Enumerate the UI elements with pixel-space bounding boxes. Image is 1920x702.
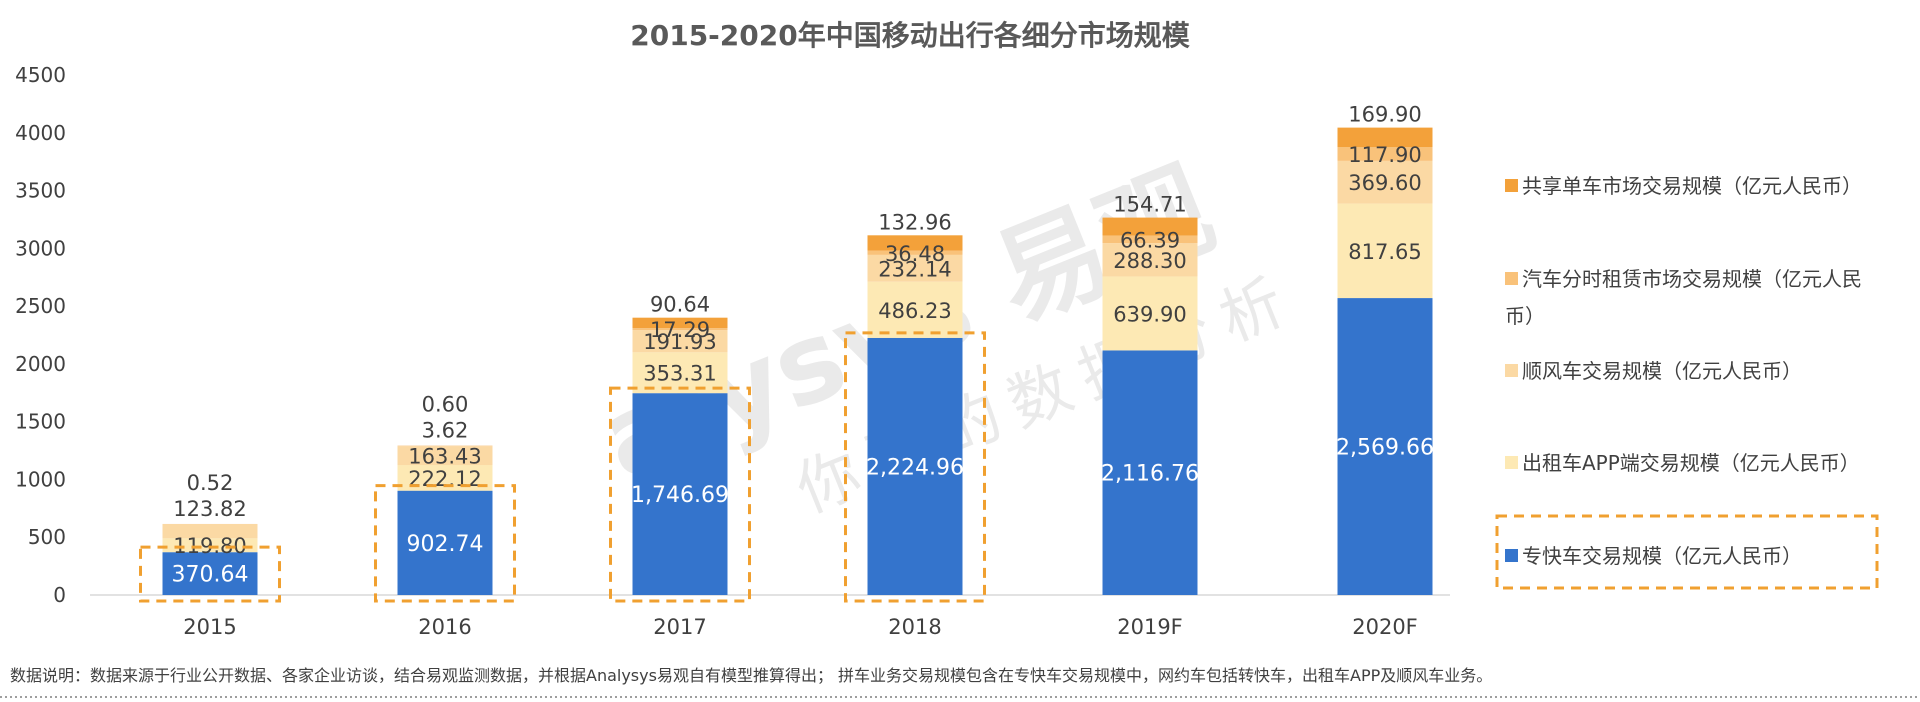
y-tick-label: 4500 [15,63,66,87]
data-label: 17.29 [650,318,710,342]
legend-label-taxi: 出租车APP端交易规模（亿元人民币） [1522,451,1860,475]
y-tick-label: 2000 [15,352,66,376]
bar-segment [1102,243,1198,277]
chart-title: 2015-2020年中国移动出行各细分市场规模 [630,19,1190,52]
x-tick-label: 2016 [418,615,471,639]
data-label: 191.93 [643,330,716,354]
x-tick-label: 2017 [653,615,706,639]
data-label: 1,746.69 [631,483,729,508]
bar-segment [1102,276,1198,351]
highlight-box [139,545,281,603]
data-label: 3.62 [422,419,469,443]
legend-swatch-express [1505,549,1518,562]
data-label: 486.23 [878,299,951,323]
y-axis: 0 500 1000 1500 2000 2500 3000 3500 4000 4500 [15,63,66,607]
bar-segment [867,250,963,255]
bar-segment [1337,203,1433,299]
data-label: 66.39 [1120,228,1180,252]
data-label: 0.60 [422,393,469,417]
x-axis: 2015 2016 2017 2018 2019F 2020F [183,615,1417,639]
data-label: 36.48 [885,242,945,266]
data-label: 169.90 [1348,103,1421,127]
data-label: 2,569.66 [1336,436,1434,461]
bar-segment [1102,350,1198,595]
y-tick-label: 500 [28,525,66,549]
data-label: 132.96 [878,210,951,234]
data-label: 817.65 [1348,240,1421,264]
bar-segment [1337,160,1433,204]
legend-label-express: 专快车交易规模（亿元人民币） [1522,544,1802,568]
data-label: 639.90 [1113,302,1186,326]
data-label: 90.64 [650,293,710,317]
data-label: 222.12 [408,467,481,491]
y-tick-label: 4000 [15,121,66,145]
bar-segment [1337,298,1433,595]
bar-segment [397,490,493,595]
bar-segment [867,337,963,595]
bar-segment [632,393,728,595]
y-tick-label: 3500 [15,179,66,203]
data-label: 353.31 [643,362,716,386]
y-tick-label: 1000 [15,467,66,491]
data-label: 2,224.96 [866,455,964,480]
bar-segment [1102,217,1198,236]
y-tick-label: 1500 [15,410,66,434]
data-label: 370.64 [172,563,249,588]
highlight-box [609,386,751,603]
data-label: 2,116.76 [1101,462,1199,487]
bar-segment [867,235,963,251]
data-label: 123.82 [173,497,246,521]
y-tick-label: 0 [53,583,66,607]
bar-segment [397,446,493,466]
highlight-box [374,484,516,603]
data-label: 902.74 [407,532,484,557]
data-label: 232.14 [878,257,951,281]
footer-note: 数据说明：数据来源于行业公开数据、各家企业访谈，结合易观监测数据，并根据Anal… [10,666,1492,685]
bar-segment [632,328,728,331]
data-label: 163.43 [408,445,481,469]
bar-segment [632,317,728,329]
x-tick-label: 2018 [888,615,941,639]
data-label: 288.30 [1113,249,1186,273]
legend-swatch-bike [1505,179,1518,192]
x-tick-label: 2020F [1352,615,1418,639]
data-label: 117.90 [1348,143,1421,167]
legend-swatch-taxi [1505,456,1518,469]
x-tick-label: 2019F [1117,615,1183,639]
legend-swatch-hitch [1505,364,1518,377]
highlight-boxes [139,331,986,603]
bar-segment [632,352,728,394]
bar-segment [162,552,258,595]
legend-label-rental-line2: 币） [1505,304,1545,328]
legend: 共享单车市场交易规模（亿元人民币） 汽车分时租赁市场交易规模（亿元人民 币） 顺… [1495,174,1879,590]
legend-label-bike: 共享单车市场交易规模（亿元人民币） [1522,174,1862,198]
bar-segment [1337,147,1433,161]
bar-segment [162,538,258,553]
y-tick-label: 3000 [15,236,66,260]
x-tick-label: 2015 [183,615,236,639]
data-label: 154.71 [1113,193,1186,217]
bar-segment [1102,235,1198,244]
legend-label-hitch: 顺风车交易规模（亿元人民币） [1522,359,1802,383]
data-label: 0.52 [187,471,234,495]
bar-segment [1337,127,1433,148]
data-label: 369.60 [1348,171,1421,195]
bar-segment [867,254,963,282]
legend-swatch-rental [1505,272,1518,285]
bars: 370.64119.80123.820.52902.74222.12163.43… [162,103,1434,595]
legend-label-rental-line1: 汽车分时租赁市场交易规模（亿元人民 [1522,267,1862,291]
legend-highlight-box [1495,514,1879,590]
highlight-box [844,331,986,603]
bar-segment [867,281,963,338]
bar-segment [162,524,258,539]
bar-segment [632,330,728,353]
y-tick-label: 2500 [15,294,66,318]
